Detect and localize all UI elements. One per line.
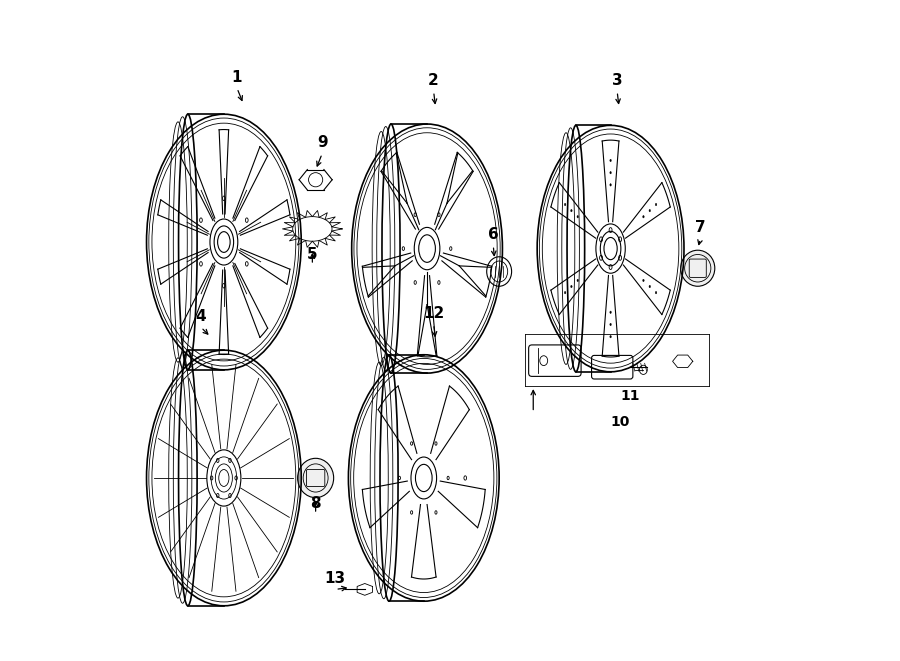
Ellipse shape [577, 279, 579, 282]
Ellipse shape [655, 292, 657, 294]
Text: 12: 12 [423, 305, 445, 321]
Ellipse shape [577, 215, 579, 218]
Text: 3: 3 [612, 73, 623, 88]
Text: 7: 7 [695, 221, 706, 235]
Ellipse shape [610, 159, 611, 162]
Ellipse shape [610, 184, 611, 186]
Text: 9: 9 [317, 136, 328, 150]
Ellipse shape [298, 458, 334, 498]
Text: 2: 2 [428, 73, 439, 88]
Ellipse shape [571, 286, 572, 288]
Text: 1: 1 [231, 69, 242, 85]
Ellipse shape [680, 251, 715, 286]
Ellipse shape [610, 335, 611, 338]
Ellipse shape [610, 311, 611, 313]
Ellipse shape [649, 210, 651, 212]
Ellipse shape [564, 204, 566, 206]
Text: 10: 10 [611, 415, 630, 429]
Text: 4: 4 [195, 309, 206, 324]
Text: 8: 8 [310, 496, 321, 511]
Ellipse shape [571, 210, 572, 212]
Text: 11: 11 [620, 389, 640, 403]
Text: 6: 6 [488, 227, 499, 242]
Text: 5: 5 [307, 247, 318, 262]
Text: 13: 13 [325, 571, 346, 586]
Ellipse shape [564, 292, 566, 294]
Ellipse shape [643, 279, 644, 282]
Ellipse shape [655, 204, 657, 206]
Ellipse shape [610, 323, 611, 326]
Ellipse shape [610, 171, 611, 174]
Ellipse shape [643, 215, 644, 218]
Ellipse shape [649, 286, 651, 288]
